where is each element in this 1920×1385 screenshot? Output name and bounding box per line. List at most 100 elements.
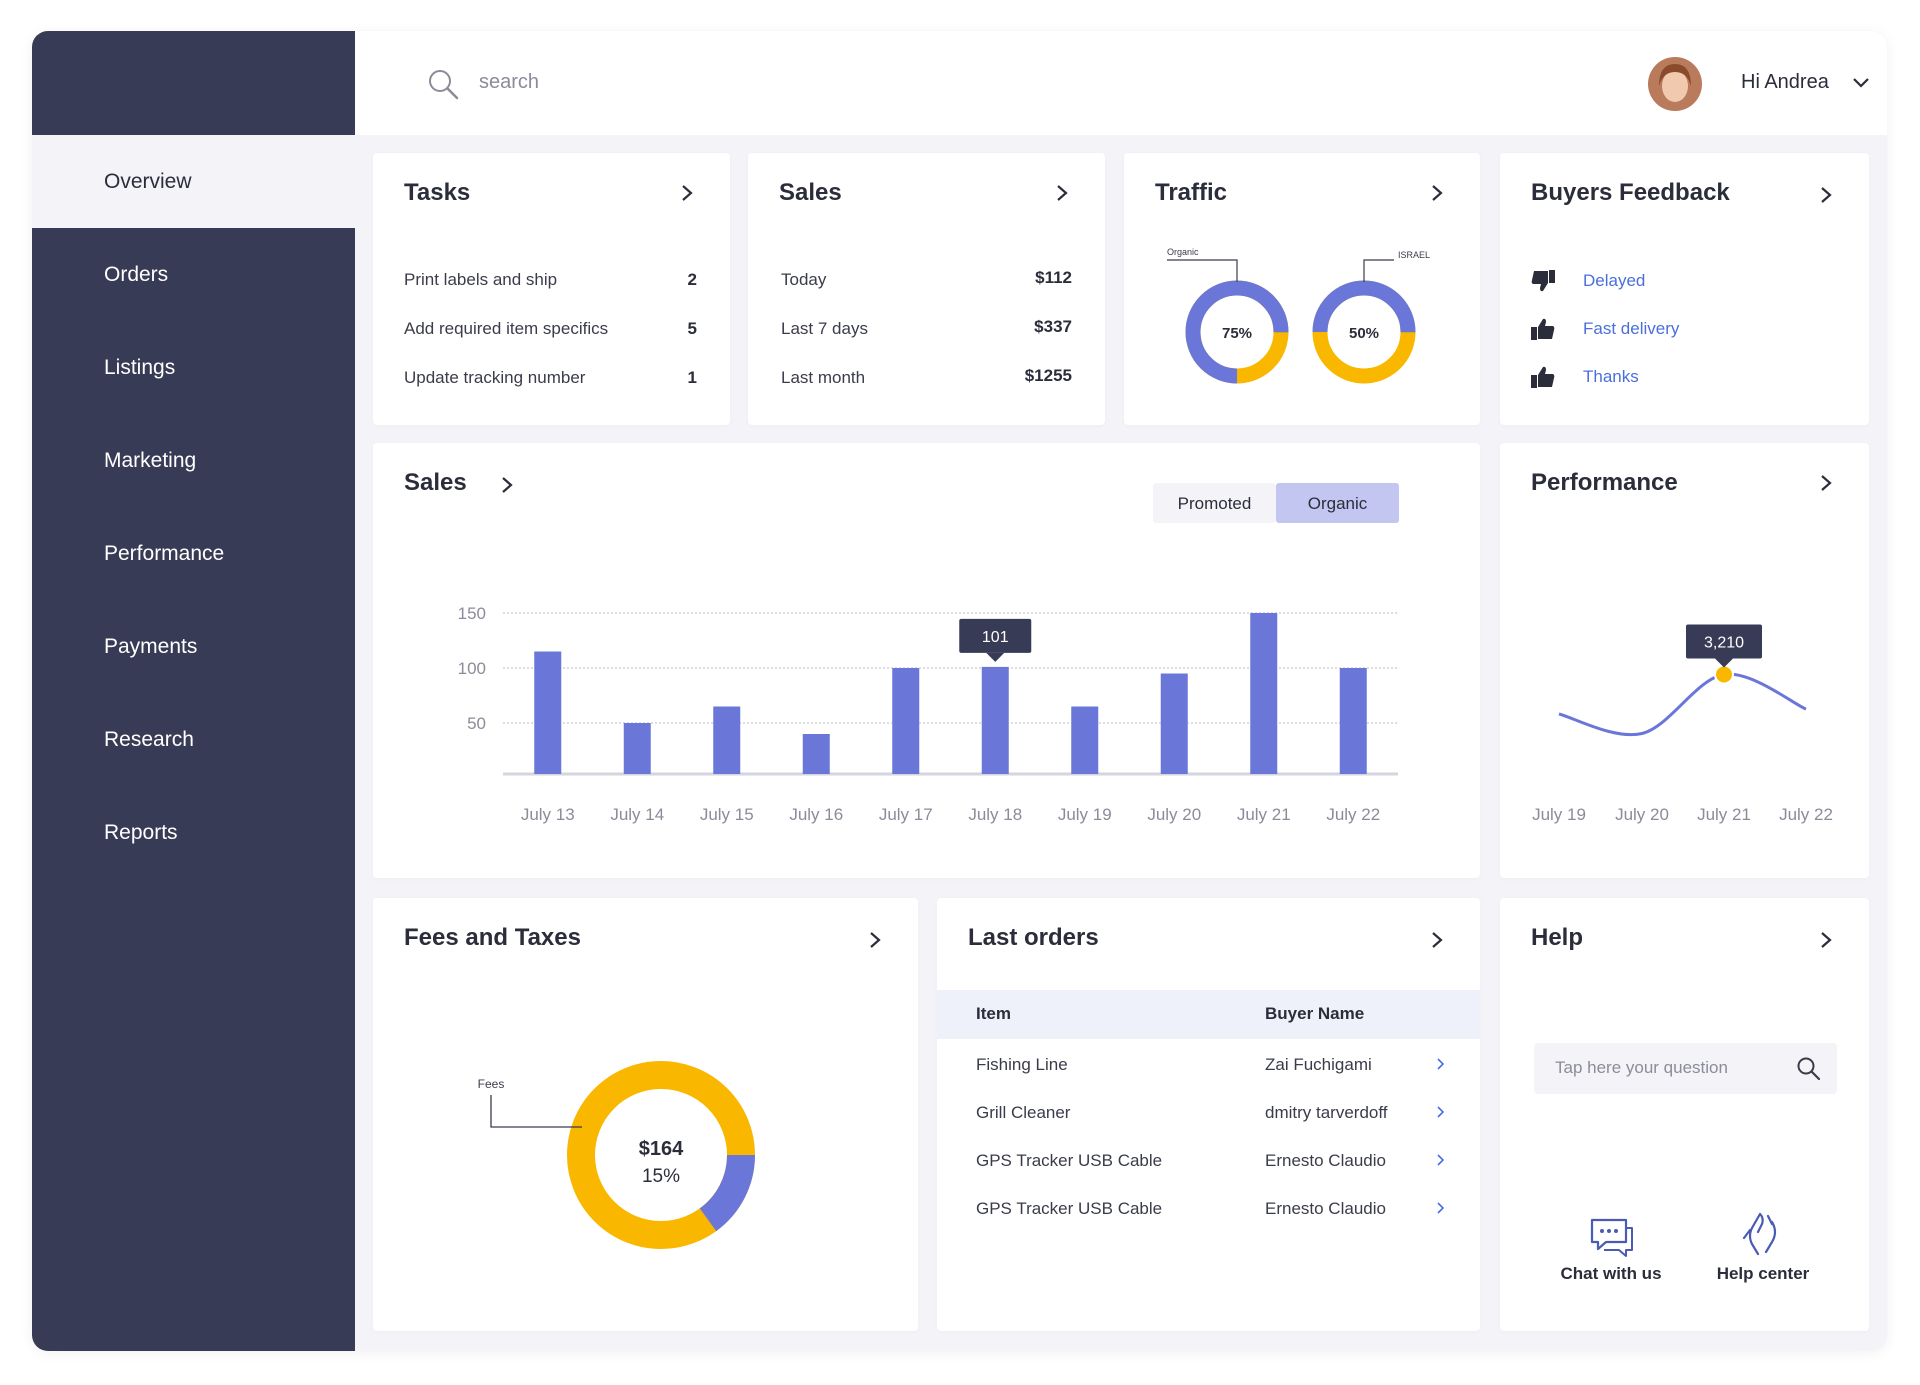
card-chevron[interactable] [1427, 930, 1447, 950]
x-tick-label: July 19 [1058, 805, 1112, 824]
title-chevron[interactable] [497, 475, 517, 495]
sales-label: Last month [781, 368, 866, 387]
nav-item[interactable]: Performance [104, 542, 225, 565]
nav-item[interactable]: Listings [104, 356, 176, 379]
donut-center-label: 75% [1222, 325, 1252, 342]
thumb-hand [1538, 366, 1555, 387]
card-title: Traffic [1155, 179, 1228, 206]
row-chevron[interactable] [1435, 1201, 1447, 1215]
fees-amount: $164 [639, 1138, 684, 1160]
toggle-button[interactable] [1276, 483, 1399, 523]
y-tick-label: 150 [458, 604, 486, 623]
card-title: Performance [1531, 469, 1678, 496]
card-chevron[interactable] [1816, 930, 1836, 950]
user-menu-chevron[interactable] [1851, 75, 1871, 91]
sales-amount: $337 [1034, 317, 1072, 336]
thumb-cuff [1549, 270, 1555, 283]
nav-item[interactable]: Reports [104, 821, 178, 844]
y-tick-label: 50 [467, 714, 486, 733]
help-center-icon[interactable] [1742, 1210, 1784, 1258]
toggle-label[interactable]: Organic [1308, 494, 1368, 513]
highlight-point [1714, 664, 1734, 685]
help-search-icon[interactable] [1796, 1056, 1822, 1082]
nav-item[interactable]: Overview [32, 135, 355, 228]
donut-arc [567, 1061, 755, 1249]
row-chevron[interactable] [1435, 1153, 1447, 1167]
avatar[interactable] [1647, 56, 1703, 112]
card-chevron[interactable] [1816, 473, 1836, 493]
search-input[interactable]: search [479, 71, 540, 93]
feedback-label[interactable]: Thanks [1583, 367, 1639, 386]
tooltip [959, 618, 1032, 653]
help-link[interactable]: Chat with us [1560, 1264, 1662, 1283]
card-title: Buyers Feedback [1531, 179, 1730, 206]
thumb-icon [1531, 270, 1555, 292]
app-frame: Overview Orders Listings Marketing Performan… [32, 31, 1887, 1351]
chevron-path [1437, 1202, 1445, 1214]
thumb-icon [1531, 366, 1555, 388]
feedback-label[interactable]: Delayed [1583, 271, 1646, 290]
card-title: Last orders [968, 924, 1099, 951]
x-tick-label: July 15 [700, 805, 754, 824]
feedback-label[interactable]: Fast delivery [1583, 319, 1680, 338]
table-cell: GPS Tracker USB Cable [976, 1199, 1163, 1218]
search-icon [429, 70, 459, 100]
tasks-card: Tasks Print labels and ship 2 Add required… [373, 153, 730, 425]
row-chevron[interactable] [1435, 1105, 1447, 1119]
bar [981, 666, 1009, 774]
task-label[interactable]: Print labels and ship [404, 270, 558, 289]
chevron-path [1821, 932, 1832, 948]
task-count: 5 [687, 319, 697, 338]
tooltip-label: 101 [982, 629, 1009, 646]
fees-label: Fees [478, 1077, 505, 1091]
sales-label: Today [781, 270, 827, 289]
card-chevron[interactable] [677, 183, 697, 203]
bar [1071, 706, 1099, 774]
performance-card: Performance July 19 July 20 July 21 July 22… [1500, 443, 1869, 878]
thumb-cuff [1531, 375, 1537, 388]
chevron-path [1057, 185, 1068, 201]
help-card: Help Tap here your question Chat with us… [1500, 898, 1869, 1331]
x-tick-label: July 21 [1697, 805, 1751, 824]
row-chevron[interactable] [1435, 1057, 1447, 1071]
bar [802, 734, 830, 774]
task-label[interactable]: Update tracking number [404, 368, 586, 387]
thumb-hand [1531, 271, 1548, 292]
x-tick-label: July 21 [1237, 805, 1291, 824]
bar [892, 668, 920, 774]
help-input[interactable]: Tap here your question [1534, 1043, 1837, 1094]
x-tick-label: July 17 [879, 805, 933, 824]
table-cell: Ernesto Claudio [1265, 1199, 1386, 1218]
line-chart: July 19 July 20 July 21 July 22 3,210 [1532, 624, 1833, 824]
user-greeting[interactable]: Hi Andrea [1741, 71, 1829, 93]
chevron-path [1821, 475, 1832, 491]
card-chevron[interactable] [865, 930, 885, 950]
nav-item[interactable]: Payments [104, 635, 198, 658]
nav-item[interactable]: Research [104, 728, 194, 751]
help-placeholder: Tap here your question [1555, 1058, 1728, 1077]
nav-item[interactable]: Marketing [104, 449, 197, 472]
card-chevron[interactable] [1427, 183, 1447, 203]
chevron-path [1437, 1106, 1445, 1118]
donut-label: Organic [1167, 247, 1199, 257]
toggle-button[interactable] [1153, 483, 1276, 523]
sales-card: Sales Today $112 Last 7 days $337 Last month… [748, 153, 1105, 425]
nav-item[interactable]: Orders [104, 263, 169, 286]
traffic-card: Traffic 75% Organic 50% ISRAEL [1124, 153, 1480, 425]
table-header [937, 990, 1480, 1039]
thumb [1531, 318, 1555, 340]
card-chevron[interactable] [1052, 183, 1072, 203]
task-label[interactable]: Add required item specifics [404, 319, 609, 338]
line [1558, 672, 1807, 737]
chat-icon[interactable] [1588, 1216, 1636, 1260]
column-header: Buyer Name [1265, 1004, 1365, 1023]
bar [1250, 613, 1278, 774]
card-title: Fees and Taxes [404, 924, 581, 951]
x-tick-label: July 19 [1532, 805, 1586, 824]
card-chevron[interactable] [1816, 185, 1836, 205]
toggle-label[interactable]: Promoted [1178, 494, 1252, 513]
table-cell: dmitry tarverdoff [1265, 1103, 1388, 1122]
donut-label: ISRAEL [1398, 250, 1430, 260]
help-link[interactable]: Help center [1716, 1264, 1810, 1283]
